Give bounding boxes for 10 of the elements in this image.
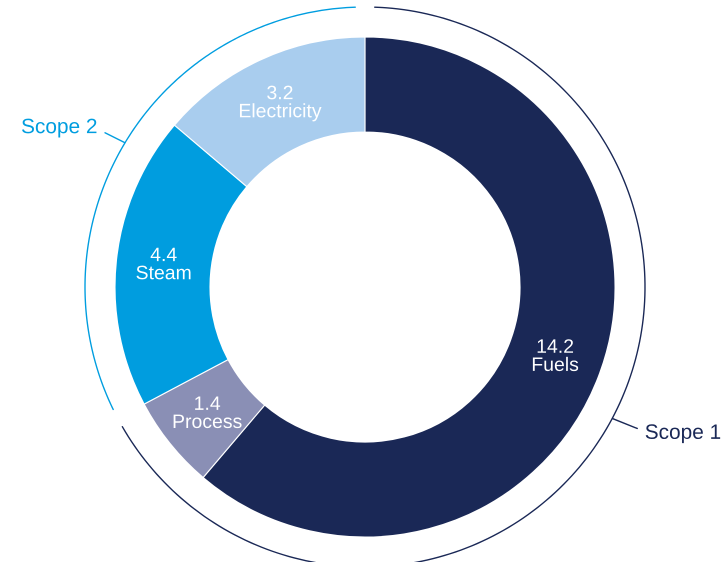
data-label: 1.4: [195, 396, 220, 410]
text: Scope 2: [22, 118, 96, 138]
data-label: 3.2: [267, 86, 293, 100]
slice-label: Steam: [136, 266, 191, 280]
data-label: 4.4: [150, 248, 177, 262]
slice-label: Electricity: [240, 103, 322, 122]
slice-label: Process: [174, 414, 242, 428]
slice-label: Fuels: [532, 356, 578, 372]
data-label: 14.2: [538, 339, 574, 353]
text: Scope 1: [646, 424, 720, 444]
